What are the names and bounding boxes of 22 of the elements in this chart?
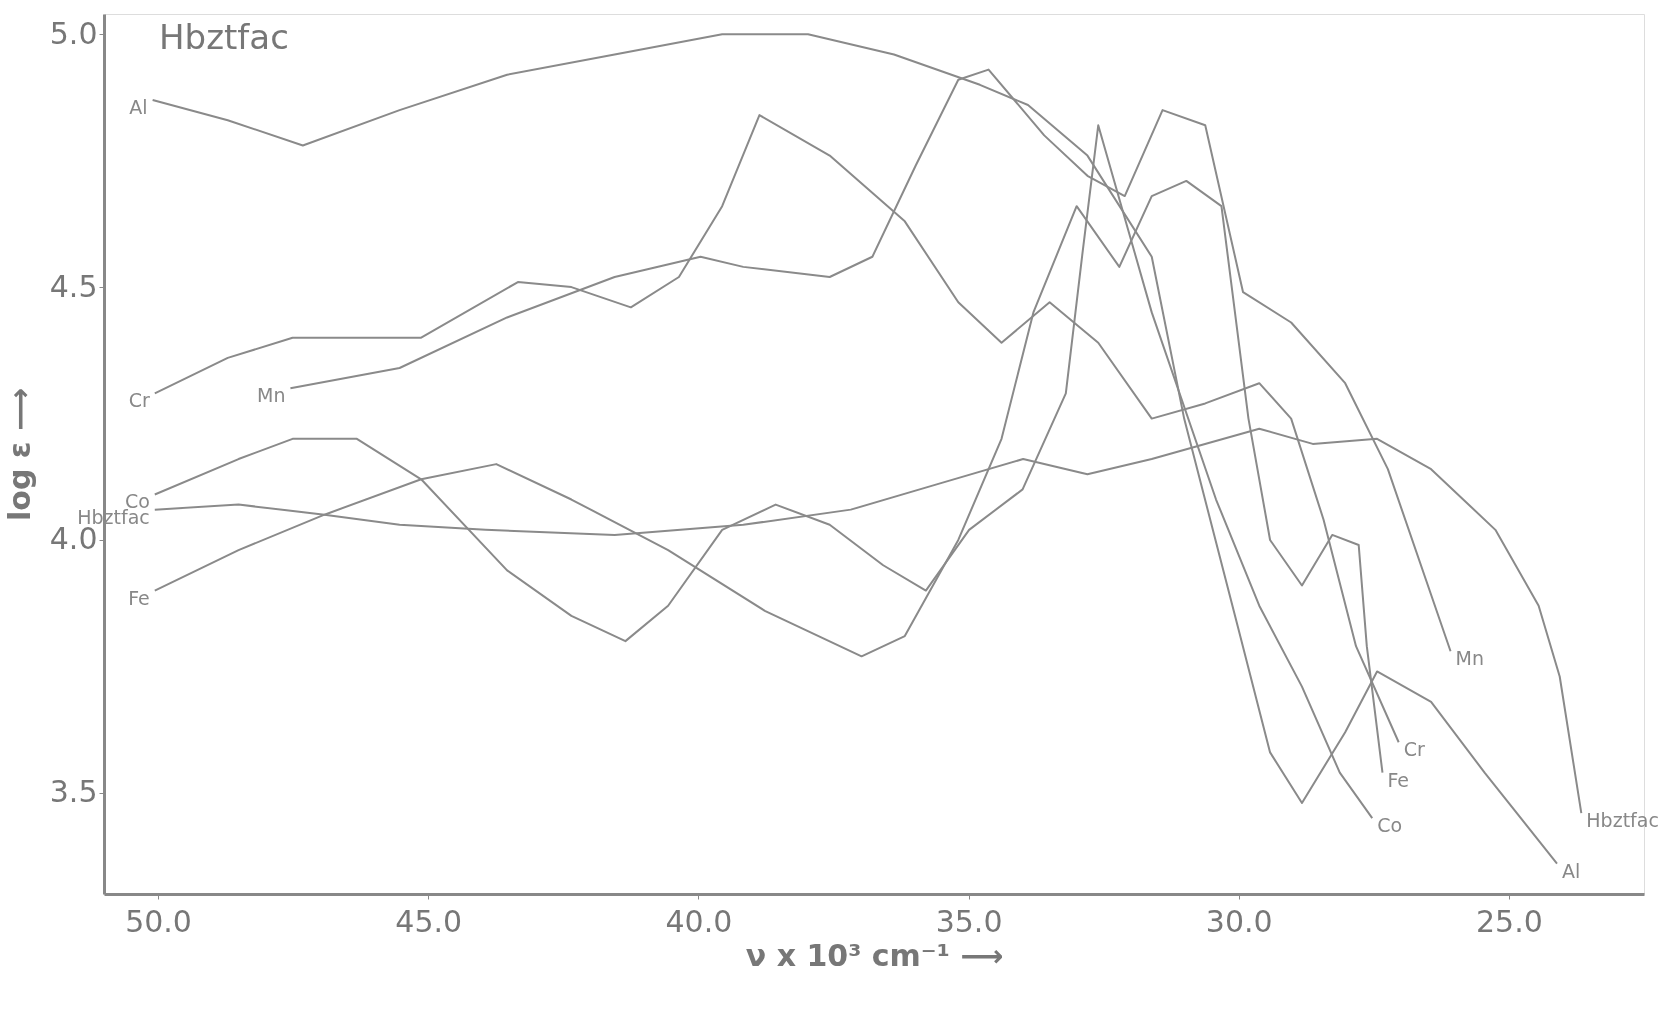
series-label: Fe [1387,768,1410,791]
x-tick-label: 40.0 [665,903,733,939]
series-label: Co [1377,814,1403,837]
text: Al [129,95,148,118]
y-tick-label: 5.0 [49,15,98,51]
y-tick-label: 4.5 [49,268,98,304]
y-axis-title: log ε ⟶ [1,388,37,521]
series-label: Al [1562,859,1581,882]
series-label: Hbztfac [1586,809,1659,832]
chart-title: Hbztfac [159,17,289,57]
x-tick-label: 35.0 [935,903,1003,939]
x-tick-label: 50.0 [125,903,192,939]
y-tick-label: 3.5 [49,774,98,810]
text: Cr [128,389,150,412]
x-axis-title: ν x 10³ cm⁻¹ ⟶ [745,937,1004,973]
text: Fe [128,586,150,609]
x-tick-label: 45.0 [395,903,463,939]
text: Mn [256,384,286,407]
x-tick-label: 25.0 [1476,903,1543,939]
series-label: Cr [1403,738,1425,761]
x-tick-label: 30.0 [1205,903,1273,939]
series-label: Mn [1455,647,1484,670]
